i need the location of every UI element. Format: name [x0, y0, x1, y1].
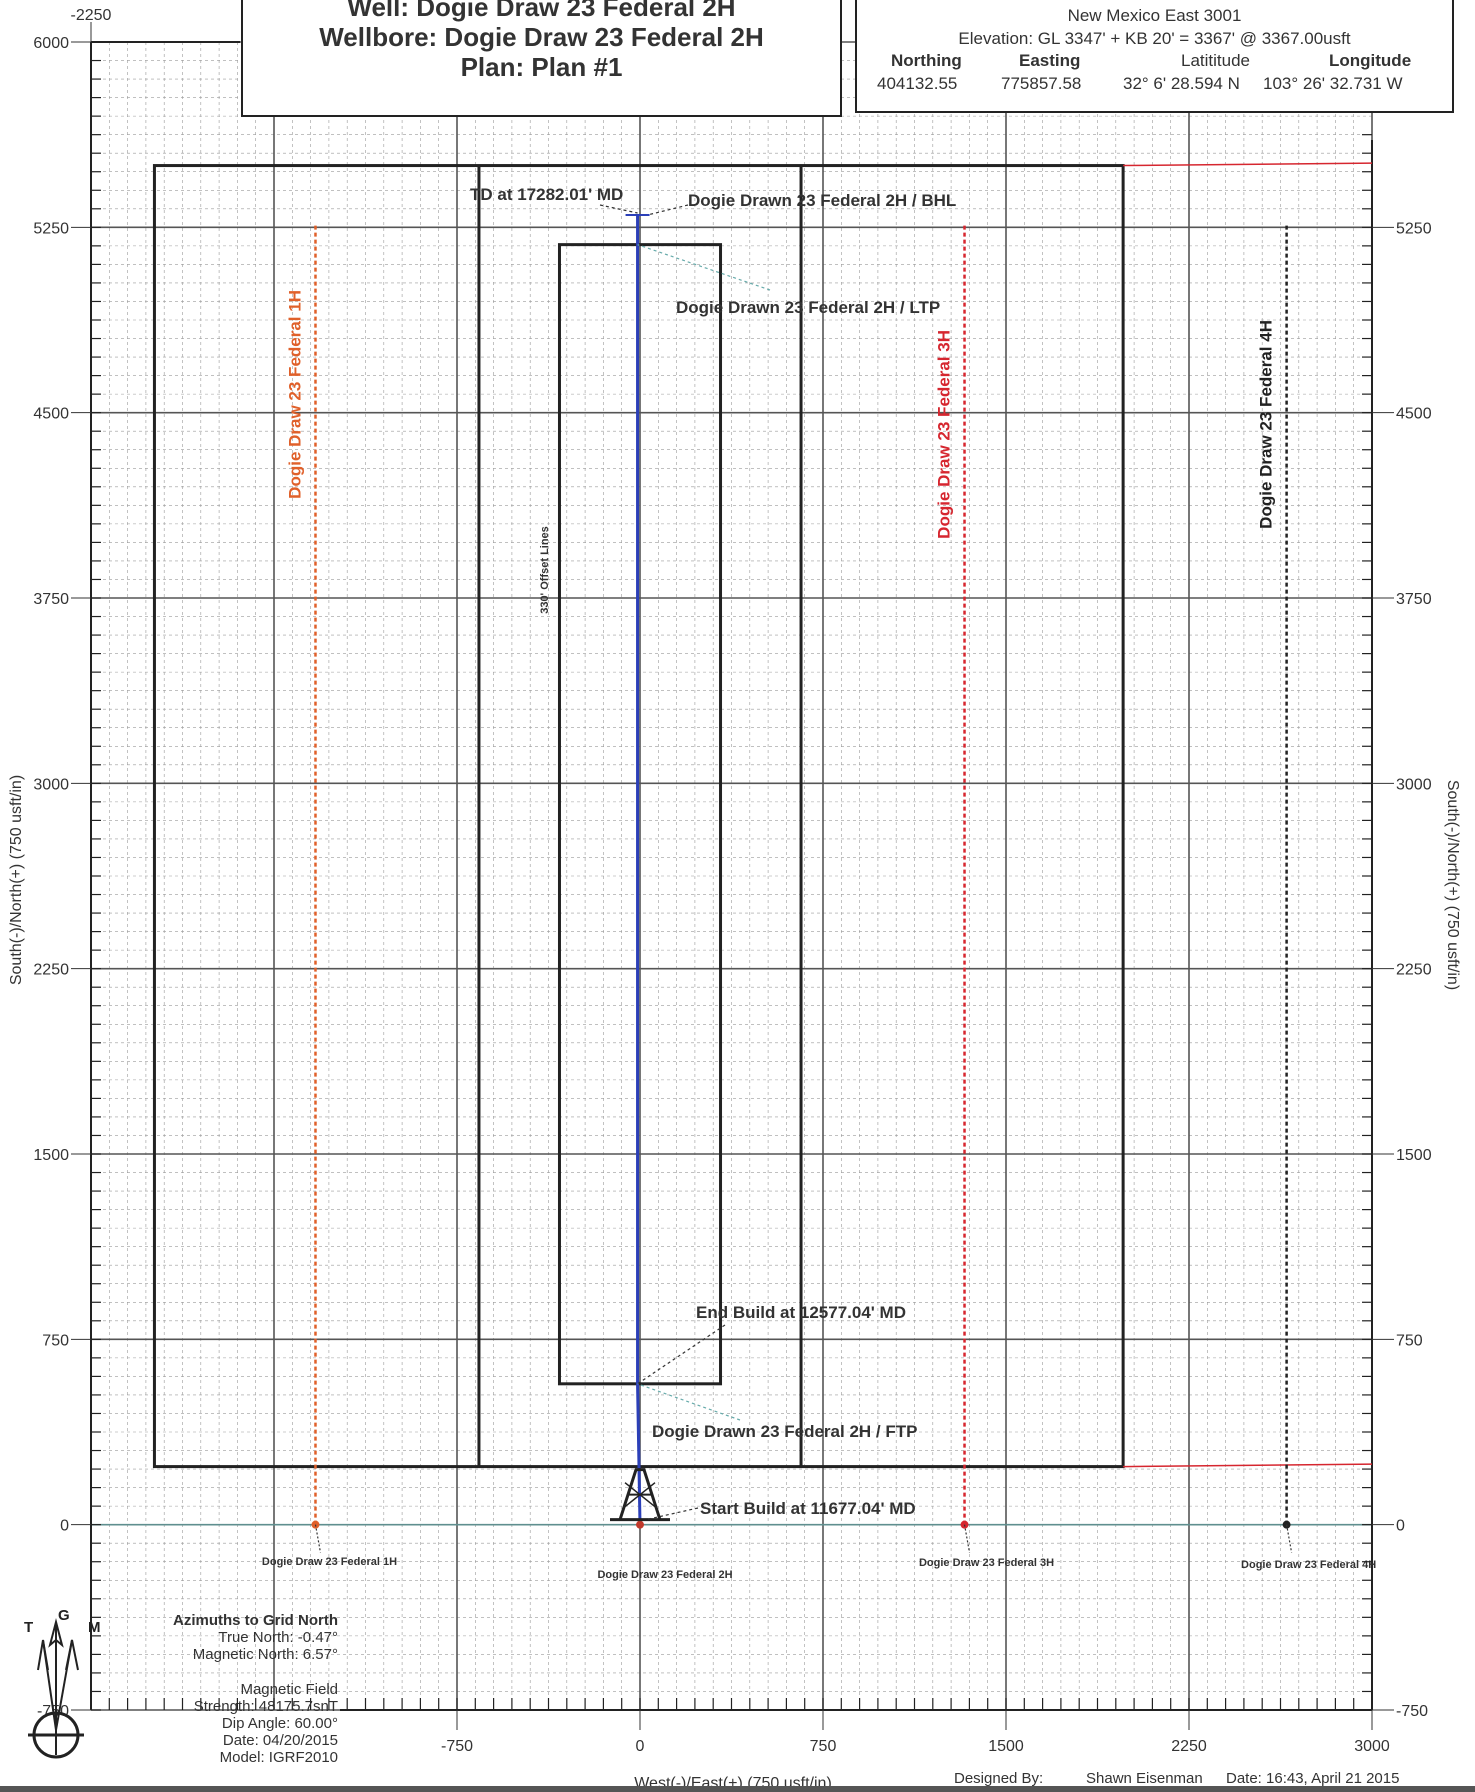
y-tick-right-label: 2250: [1396, 962, 1432, 979]
wellbore-title: Wellbore: Dogie Draw 23 Federal 2H: [319, 22, 764, 52]
northing-header: Northing: [891, 51, 962, 70]
y-tick-label: 4500: [33, 406, 69, 423]
offset-lines-label: 330' Offset Lines: [539, 526, 551, 614]
y-tick-right-label: 5250: [1396, 220, 1432, 237]
annotation-leader: [599, 204, 638, 214]
compass-g-label: G: [58, 1607, 70, 1624]
offset-well-leader: [314, 1524, 322, 1553]
north-arrow-icon: T G M: [24, 1607, 101, 1759]
zone-label: New Mexico East 3001: [1067, 6, 1242, 25]
y-tick-label: 3000: [33, 776, 69, 793]
well-surface-label: Dogie Draw 23 Federal 3H: [919, 1557, 1054, 1569]
offset-well-leader: [963, 1524, 971, 1553]
well-surface-label: Dogie Draw 23 Federal 1H: [262, 1556, 397, 1568]
rig-brace: [624, 1482, 656, 1508]
y-tick-label: 750: [42, 1332, 69, 1349]
y-tick-label: 0: [60, 1518, 69, 1535]
y-tick-right-label: 750: [1396, 1332, 1423, 1349]
well-surface-label: Dogie Draw 23 Federal 2H: [597, 1569, 732, 1581]
easting-value: 775857.58: [1001, 74, 1082, 93]
offset-lines: [557, 243, 723, 1386]
lease-extension-top: [1123, 162, 1373, 167]
y-tick-right-label: 3000: [1396, 776, 1432, 793]
y-axis-label: South(-)/North(+) (750 usft/in): [8, 775, 25, 985]
offset-wells: Dogie Draw 23 Federal 1H Dogie Draw 23 Fe…: [262, 224, 1376, 1581]
annotation-label: Dogie Drawn 23 Federal 2H / BHL: [688, 191, 956, 210]
annotation-leader: [637, 1324, 726, 1385]
latitude-value: 32° 6' 28.594 N: [1123, 74, 1240, 93]
annotation-label: Dogie Drawn 23 Federal 2H / LTP: [676, 298, 940, 317]
y-tick-label: 5250: [33, 220, 69, 237]
x-tick-label: 3000: [1354, 1738, 1390, 1755]
annotation-leader: [637, 1383, 741, 1421]
annotation-leader: [637, 244, 771, 291]
annotation-leader: [647, 204, 689, 216]
y-tick-right-label: 0: [1396, 1518, 1405, 1535]
well-title-box: Well: Dogie Draw 23 Federal 2H Wellbore:…: [241, 0, 842, 117]
x-tick-label: 750: [810, 1738, 837, 1755]
bottom-border: [0, 1786, 1475, 1792]
elevation-label: Elevation: GL 3347' + KB 20' = 3367' @ 3…: [958, 29, 1351, 48]
y-tick-right-label: 1500: [1396, 1147, 1432, 1164]
magnetic-north: Magnetic North: 6.57°: [192, 1646, 338, 1663]
magnetic-field-title: Magnetic Field: [240, 1681, 338, 1698]
longitude-header: Longitude: [1329, 51, 1412, 70]
y-axis-label-right: South(-)/North(+) (750 usft/in): [1444, 780, 1461, 990]
x-tick-label: 0: [636, 1738, 645, 1755]
true-north: True North: -0.47°: [218, 1629, 338, 1646]
offset-well-label: Dogie Draw 23 Federal 1H: [285, 290, 304, 499]
annotation-label: Dogie Drawn 23 Federal 2H / FTP: [652, 1422, 917, 1441]
annotation-label: Start Build at 11677.04' MD: [700, 1499, 916, 1518]
x-tick-label: -750: [441, 1738, 473, 1755]
compass-m-label: M: [88, 1619, 101, 1636]
offset-well-leader: [1286, 1524, 1293, 1553]
northing-value: 404132.55: [877, 74, 958, 93]
y-tick-right-label: 3750: [1396, 591, 1432, 608]
field-strength: Strength: 48175.7snT: [193, 1698, 338, 1715]
compass-t-label: T: [24, 1619, 33, 1636]
annotation-label: TD at 17282.01' MD: [470, 185, 623, 204]
chart-labels: TD at 17282.01' MD Dogie Drawn 23 Federal…: [8, 7, 1461, 1792]
designer-name: Shawn Eisenman: [1086, 1770, 1203, 1787]
easting-header: Easting: [1019, 51, 1081, 70]
x-tick-label: 2250: [1171, 1738, 1207, 1755]
field-model: Model: IGRF2010: [219, 1749, 338, 1766]
plan-title: Plan: Plan #1: [460, 52, 623, 82]
azimuth-title: Azimuths to Grid North: [173, 1612, 338, 1629]
offset-well-label: Dogie Draw 23 Federal 3H: [935, 330, 954, 539]
y-tick-right-label: -750: [1396, 1703, 1428, 1720]
y-tick-label: 3750: [33, 591, 69, 608]
x-tick-label: 1500: [988, 1738, 1024, 1755]
x-tick-label: -2250: [71, 7, 112, 24]
location-box: New Mexico East 3001 Elevation: GL 3347'…: [855, 0, 1454, 113]
well-title: Well: Dogie Draw 23 Federal 2H: [347, 0, 736, 22]
latitude-header: Latititude: [1181, 51, 1250, 70]
longitude-value: 103° 26' 32.731 W: [1263, 74, 1403, 93]
footer-date: Date: 16:43, April 21 2015: [1226, 1770, 1400, 1787]
well-surface-label: Dogie Draw 23 Federal 4H: [1241, 1559, 1376, 1571]
axis-ticks: [90, 41, 1373, 1711]
offset-well-label: Dogie Draw 23 Federal 4H: [1257, 320, 1276, 529]
y-tick-label: 2250: [33, 962, 69, 979]
annotation-leader: [645, 1507, 699, 1521]
minor-grid: [91, 42, 1372, 1710]
surface-location-point: [636, 1520, 644, 1529]
dip-angle: Dip Angle: 60.00°: [221, 1715, 338, 1732]
y-tick-label: 6000: [33, 35, 69, 52]
azimuth-legend: Azimuths to Grid North True North: -0.47…: [130, 1612, 338, 1766]
y-tick-right-label: 4500: [1396, 406, 1432, 423]
lease-extension-bottom: [1123, 1463, 1373, 1468]
designed-by-label: Designed By:: [954, 1770, 1044, 1787]
field-date: Date: 04/20/2015: [222, 1732, 338, 1749]
y-tick-label: 1500: [33, 1147, 69, 1164]
annotation-label: End Build at 12577.04' MD: [696, 1303, 906, 1322]
